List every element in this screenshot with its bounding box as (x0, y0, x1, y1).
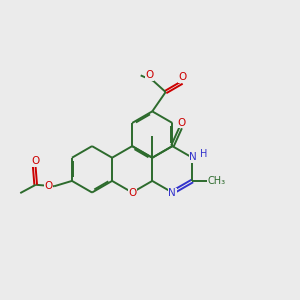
Text: O: O (179, 73, 187, 82)
Text: O: O (45, 181, 53, 191)
Text: CH₃: CH₃ (207, 176, 225, 186)
Text: H: H (200, 149, 207, 159)
Text: O: O (31, 156, 39, 166)
Text: O: O (146, 70, 154, 80)
Text: O: O (177, 118, 186, 128)
Text: O: O (128, 188, 136, 197)
Text: N: N (169, 188, 176, 198)
Text: N: N (189, 152, 197, 162)
